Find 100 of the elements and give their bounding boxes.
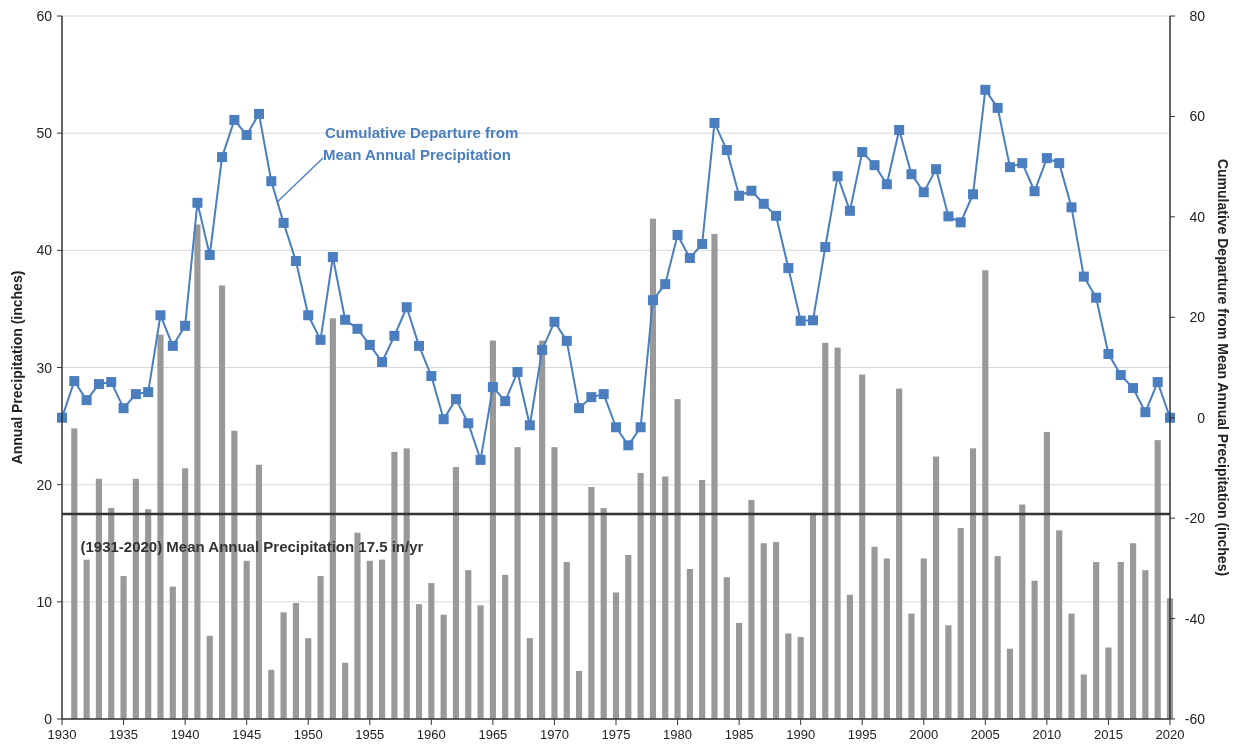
x-tick-label: 2005 xyxy=(970,727,1000,742)
bar xyxy=(489,340,496,719)
y2-tick-label: -40 xyxy=(1184,610,1206,627)
bar xyxy=(354,532,361,719)
x-tick-label: 2000 xyxy=(909,727,939,742)
x-tick-label: 1965 xyxy=(478,727,508,742)
x-tick-label: 1945 xyxy=(232,727,262,742)
bar xyxy=(1056,530,1063,719)
y-tick-label: 0 xyxy=(44,711,53,727)
y2-tick-label: -60 xyxy=(1184,711,1206,727)
bar xyxy=(871,546,878,719)
bar xyxy=(1080,674,1087,719)
bar xyxy=(514,447,521,719)
bar xyxy=(379,559,386,719)
y-tick-label: 20 xyxy=(36,476,53,493)
bar xyxy=(723,577,730,719)
bar xyxy=(945,625,952,719)
y2-tick-label: 60 xyxy=(1189,108,1206,125)
bar xyxy=(957,528,964,719)
y2-tick-label: 0 xyxy=(1197,409,1206,426)
bar xyxy=(748,499,755,719)
bar xyxy=(575,670,583,719)
bar xyxy=(1154,440,1161,719)
bar xyxy=(994,556,1001,719)
bar xyxy=(440,614,447,719)
y-tick-label: 30 xyxy=(36,359,53,376)
bar xyxy=(1031,580,1038,719)
x-tick-label: 1955 xyxy=(355,727,385,742)
bar xyxy=(969,448,977,719)
x-tick-label: 2015 xyxy=(1093,727,1123,742)
x-tick-label: 2020 xyxy=(1155,727,1185,742)
bar xyxy=(1117,562,1124,719)
y2-tick-label: 40 xyxy=(1189,208,1206,225)
bar xyxy=(1043,431,1050,719)
bar xyxy=(736,622,743,719)
bar xyxy=(883,558,890,719)
bar xyxy=(785,633,792,719)
bar xyxy=(699,479,706,719)
bar xyxy=(1068,613,1075,719)
x-tick-label: 1970 xyxy=(539,727,569,742)
bar xyxy=(760,543,767,719)
bar xyxy=(797,636,804,719)
bar xyxy=(1006,648,1014,719)
ref-line-label: (1931-2020) Mean Annual Precipitation 17.5 in/yr xyxy=(80,537,424,555)
y-axis-title: Annual Precipitation (inches) xyxy=(9,270,25,465)
x-tick-label: 1995 xyxy=(847,727,877,742)
bar xyxy=(600,508,607,719)
x-tick-label: 1975 xyxy=(601,727,631,742)
bar xyxy=(711,233,718,719)
bar xyxy=(477,605,484,719)
bar xyxy=(1019,504,1026,719)
bar xyxy=(415,604,423,719)
bar xyxy=(502,574,509,719)
x-tick-label: 1985 xyxy=(724,727,754,742)
bar xyxy=(908,613,915,719)
bar xyxy=(772,542,780,719)
bar xyxy=(243,560,250,719)
bar xyxy=(206,635,213,719)
bar xyxy=(625,554,632,719)
bar xyxy=(366,560,373,719)
bar xyxy=(292,603,299,719)
bar xyxy=(1105,647,1112,719)
x-tick-label: 1950 xyxy=(293,727,323,742)
y-tick-label: 60 xyxy=(36,8,53,24)
x-tick-label: 1940 xyxy=(170,727,200,742)
bar xyxy=(982,270,989,719)
bar xyxy=(1129,543,1137,719)
x-tick-label: 1990 xyxy=(786,727,816,742)
bar xyxy=(71,428,78,719)
bar xyxy=(428,583,435,719)
bar xyxy=(846,594,853,719)
bar xyxy=(280,612,287,719)
bar xyxy=(120,576,127,719)
bar xyxy=(662,476,669,719)
bar xyxy=(83,559,90,719)
y2-tick-label: 80 xyxy=(1189,8,1206,24)
bar xyxy=(305,638,312,719)
bar xyxy=(169,586,176,719)
y-tick-label: 40 xyxy=(36,242,53,259)
y2-tick-label: 20 xyxy=(1189,309,1206,326)
bar xyxy=(637,472,644,719)
text: Cumulative Departure from Mean Annual Precipitation xyxy=(323,124,519,163)
bar xyxy=(834,347,841,719)
bar xyxy=(539,340,546,719)
bar xyxy=(920,558,927,719)
bar xyxy=(674,399,681,719)
bar xyxy=(342,662,349,719)
x-tick-label: 2010 xyxy=(1032,727,1062,742)
bar xyxy=(896,388,903,719)
y2-axis-title: Cumulative Departure from Mean Annual Precipitation (inches) xyxy=(1215,158,1231,577)
bar xyxy=(1093,562,1100,719)
x-tick-label: 1960 xyxy=(416,727,446,742)
bar xyxy=(588,487,595,719)
bar xyxy=(612,592,620,719)
bar xyxy=(551,447,558,719)
bar xyxy=(933,456,940,719)
bar xyxy=(465,570,472,719)
x-tick-label: 1935 xyxy=(109,727,139,742)
bar xyxy=(822,342,829,719)
bar xyxy=(809,512,817,719)
